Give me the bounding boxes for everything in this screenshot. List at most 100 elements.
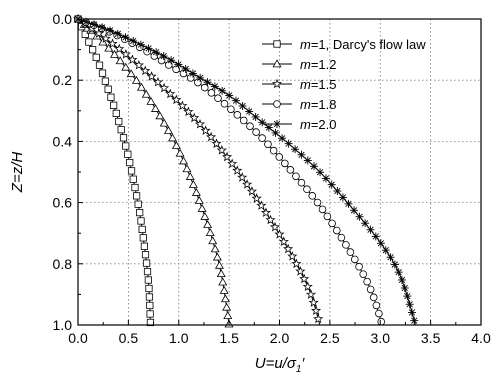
data-point: [165, 88, 176, 99]
data-point: [316, 168, 325, 177]
data-point: [350, 206, 359, 215]
data-point: [155, 111, 165, 120]
data-point: [227, 158, 238, 169]
legend-marker: [273, 100, 281, 108]
data-point: [278, 236, 289, 246]
data-point: [231, 96, 240, 105]
data-point: [275, 153, 284, 161]
data-point: [179, 156, 189, 165]
data-point: [167, 56, 176, 65]
data-point: [139, 234, 147, 242]
data-point: [126, 158, 134, 167]
data-point: [222, 302, 232, 311]
series-group: [72, 13, 419, 328]
data-point: [355, 262, 363, 271]
data-point: [121, 62, 131, 71]
data-point: [265, 214, 276, 225]
data-point: [115, 56, 125, 65]
data-point: [297, 150, 306, 159]
legend-marker: [273, 120, 281, 128]
data-point: [81, 30, 89, 38]
data-point: [299, 273, 310, 284]
data-point: [220, 294, 230, 303]
data-point: [127, 167, 136, 175]
legend-label: m=1.8: [300, 97, 337, 112]
data-point: [129, 36, 138, 45]
data-point: [136, 40, 145, 49]
data-point: [233, 111, 242, 119]
axis-ticks: 0.0 0.5 1.0 1.5 2.0 2.5 3.0 3.5 4.0 0.0 0.2 0.4 0.6 0…: [53, 11, 491, 346]
data-point: [141, 251, 150, 259]
data-point: [89, 46, 97, 54]
data-point: [237, 172, 248, 182]
data-point: [182, 164, 192, 173]
data-point: [212, 252, 222, 261]
data-point: [355, 212, 364, 221]
data-point: [121, 33, 130, 42]
data-point: [163, 126, 173, 134]
y-tick-label: 0.2: [53, 72, 73, 88]
series-asterisk: [74, 15, 419, 326]
y-tick-label: 0.4: [53, 133, 73, 149]
data-point: [245, 107, 254, 116]
data-point: [295, 266, 306, 276]
legend-item: m=1.8: [262, 97, 337, 112]
data-point: [271, 128, 280, 137]
data-point: [107, 38, 118, 49]
x-tick-label: 4.0: [471, 330, 491, 346]
data-point: [219, 285, 229, 294]
legend-marker: [273, 40, 281, 48]
data-point: [207, 89, 216, 97]
data-point: [100, 33, 111, 43]
data-point: [252, 128, 260, 136]
data-point: [376, 239, 385, 248]
data-point: [232, 165, 243, 175]
y-tick-label: 0.0: [53, 11, 73, 27]
data-point: [258, 118, 267, 127]
x-tick-label: 1.0: [169, 330, 189, 346]
data-point: [216, 145, 227, 155]
data-point: [225, 91, 234, 100]
data-point: [188, 69, 197, 78]
data-point: [82, 17, 91, 26]
data-point: [375, 309, 383, 318]
data-point: [152, 48, 161, 57]
data-point: [407, 308, 416, 317]
data-point: [342, 241, 350, 249]
legend-label: m=1.5: [300, 77, 337, 92]
data-point: [203, 220, 213, 228]
data-point: [264, 123, 273, 132]
data-point: [302, 281, 313, 291]
data-point: [206, 131, 217, 142]
data-point: [200, 212, 210, 220]
data-point: [200, 83, 209, 92]
data-point: [95, 61, 104, 69]
data-point: [136, 82, 146, 91]
data-point: [131, 75, 141, 84]
data-point: [405, 300, 414, 309]
x-tick-label: 2.0: [270, 330, 290, 346]
data-point: [189, 112, 200, 123]
data-point: [303, 156, 312, 165]
data-point: [146, 71, 157, 81]
data-point: [242, 179, 253, 189]
data-point: [140, 65, 151, 76]
data-point: [124, 150, 132, 158]
data-point: [191, 187, 201, 196]
data-point: [194, 118, 206, 129]
data-point: [386, 253, 395, 262]
data-point: [98, 37, 108, 46]
data-point: [150, 104, 160, 112]
data-point: [344, 199, 353, 208]
data-point: [381, 246, 390, 255]
data-point: [174, 60, 183, 69]
data-point: [133, 192, 141, 200]
data-point: [394, 268, 403, 277]
data-point: [117, 126, 125, 134]
data-point: [283, 243, 294, 254]
legend: m=1, Darcy's flow law m=1.2 m=1.5 m=1.8 m=2.…: [262, 37, 426, 132]
data-point: [145, 284, 153, 293]
data-point: [258, 134, 266, 142]
legend-label: m=1, Darcy's flow law: [300, 37, 426, 52]
legend-item: m=2.0: [262, 117, 337, 132]
